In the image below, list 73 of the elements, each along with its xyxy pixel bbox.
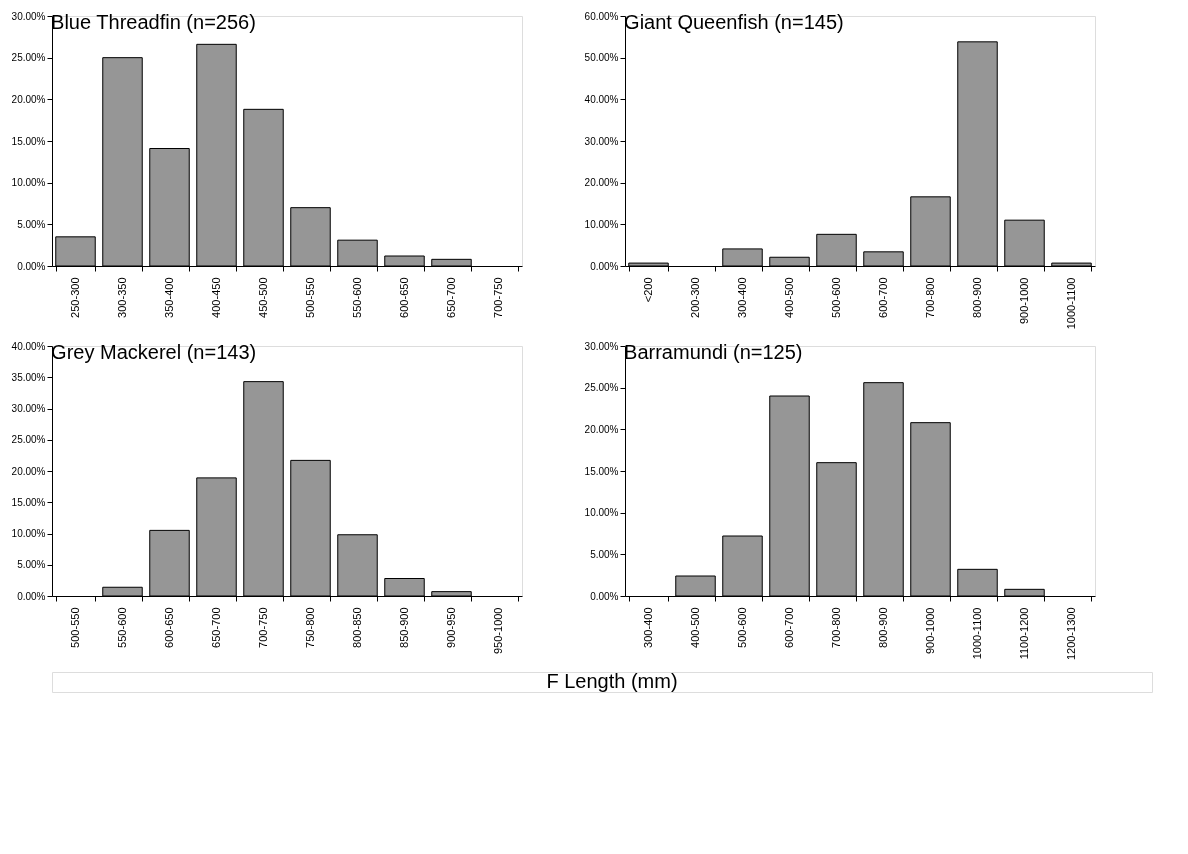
x-tick-label: 300-400: [642, 607, 654, 648]
y-tick-label: 20.00%: [11, 465, 46, 477]
x-tick-label: 500-600: [736, 607, 748, 648]
x-tick-label: 900-950: [445, 607, 457, 648]
x-tick-label: 250-300: [69, 277, 81, 318]
x-tick-label: 850-900: [398, 607, 410, 648]
y-tick-label: 5.00%: [17, 218, 46, 230]
x-tick-label: 1200-1300: [1065, 607, 1077, 661]
y-tick-label: 10.00%: [584, 218, 619, 230]
y-tick-label: 40.00%: [584, 93, 619, 105]
chart-title: Grey Mackerel (n=143): [51, 341, 257, 363]
x-tick-label: 900-1000: [1018, 277, 1030, 324]
x-tick-label: 400-450: [210, 277, 222, 318]
y-tick-label: 5.00%: [17, 559, 46, 571]
x-tick-label: 650-700: [445, 277, 457, 318]
y-tick-label: 40.00%: [11, 340, 46, 352]
x-tick-label: 550-600: [116, 607, 128, 648]
x-tick-label: 650-700: [210, 607, 222, 648]
y-tick-label: 25.00%: [584, 382, 619, 394]
y-tick-label: 30.00%: [11, 403, 46, 414]
x-tick-label: 1000-1100: [1065, 277, 1077, 330]
y-tick-label: 20.00%: [584, 423, 619, 435]
y-tick-label: 35.00%: [11, 371, 46, 383]
x-tick-label: 600-650: [163, 607, 175, 648]
x-tick-label: 800-850: [351, 607, 363, 648]
x-tick-label: 600-700: [877, 277, 889, 318]
x-tick-label: 900-1000: [924, 607, 936, 654]
y-tick-label: 0.00%: [17, 590, 46, 602]
y-tick-label: 10.00%: [584, 507, 619, 519]
x-tick-label: 950-1000: [492, 607, 504, 654]
y-tick-label: 50.00%: [584, 52, 619, 64]
y-tick-label: 0.00%: [17, 260, 46, 272]
x-tick-label: 200-300: [689, 277, 701, 318]
x-tick-label: 800-900: [971, 277, 983, 318]
text: F Length (mm): [546, 670, 678, 692]
y-tick-label: 15.00%: [11, 135, 46, 147]
x-tick-label: 700-750: [492, 277, 504, 318]
chart-title: Giant Queenfish (n=145): [624, 11, 844, 33]
y-tick-label: 20.00%: [11, 93, 46, 105]
y-tick-label: 10.00%: [11, 528, 46, 539]
x-tick-label: 400-500: [783, 277, 795, 318]
x-tick-label: 400-500: [689, 607, 701, 648]
y-tick-label: 15.00%: [584, 465, 619, 477]
x-tick-label: 500-550: [69, 607, 81, 648]
x-tick-label: 500-550: [304, 277, 316, 318]
y-tick-label: 10.00%: [11, 177, 46, 189]
x-tick-label: 350-400: [163, 277, 175, 318]
y-tick-label: 20.00%: [584, 177, 619, 189]
y-tick-label: 25.00%: [11, 434, 46, 446]
x-tick-label: 550-600: [351, 277, 363, 318]
y-tick-label: 30.00%: [584, 135, 619, 147]
x-tick-label: 700-800: [830, 607, 842, 648]
x-tick-label: 450-500: [257, 277, 269, 318]
x-tick-label: 1100-1200: [1018, 607, 1030, 660]
x-tick-label: 700-800: [924, 277, 936, 318]
y-tick-label: 5.00%: [590, 548, 619, 560]
y-tick-label: 0.00%: [590, 590, 619, 602]
y-tick-label: 30.00%: [584, 340, 619, 352]
x-tick-label: <200: [642, 277, 654, 303]
x-tick-label: 300-400: [736, 277, 748, 318]
x-tick-label: 750-800: [304, 607, 316, 648]
x-tick-label: 800-900: [877, 607, 889, 648]
y-tick-label: 60.00%: [584, 10, 619, 22]
y-tick-label: 0.00%: [590, 260, 619, 272]
x-tick-label: 300-350: [116, 277, 128, 318]
x-tick-label: 500-600: [830, 277, 842, 318]
x-tick-label: 1000-1100: [971, 607, 983, 660]
y-tick-label: 30.00%: [11, 10, 46, 22]
x-tick-label: 600-700: [783, 607, 795, 648]
y-tick-label: 25.00%: [11, 52, 46, 64]
x-tick-label: 600-650: [398, 277, 410, 318]
x-tick-label: 700-750: [257, 607, 269, 648]
y-tick-label: 15.00%: [11, 496, 46, 508]
